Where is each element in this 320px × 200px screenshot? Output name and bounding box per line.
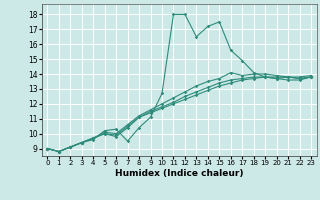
X-axis label: Humidex (Indice chaleur): Humidex (Indice chaleur)	[115, 169, 244, 178]
